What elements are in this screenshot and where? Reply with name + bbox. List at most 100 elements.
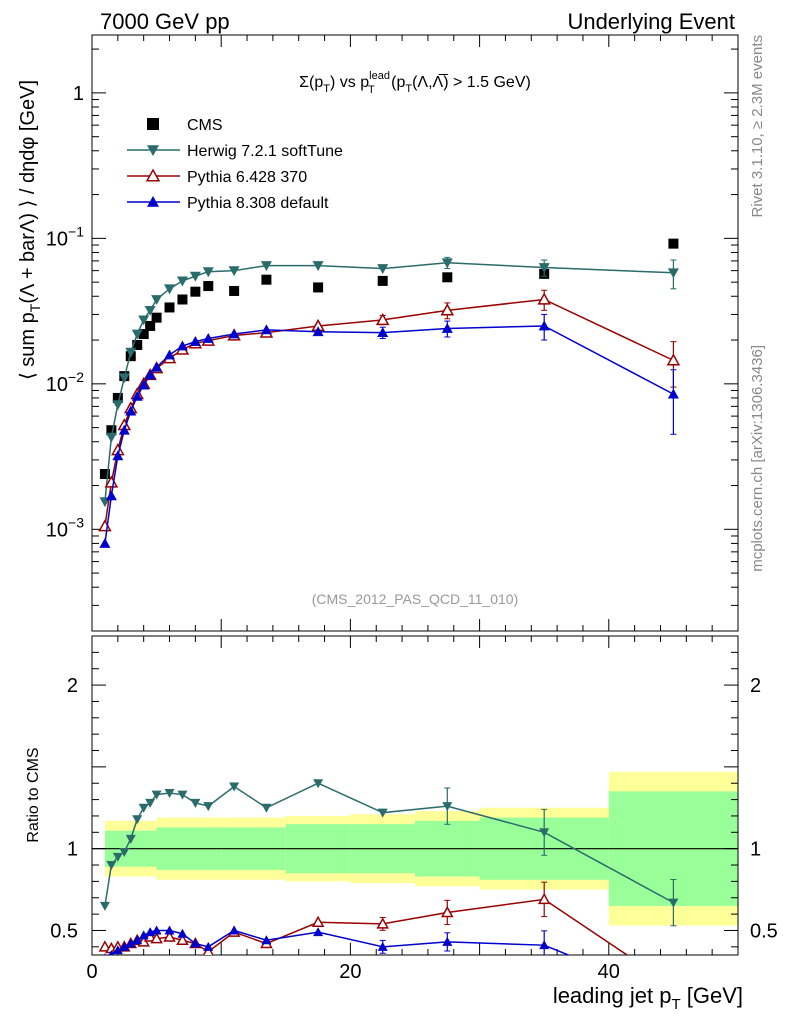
ratio-point-herwig-7-2-1-softtune [112,852,123,862]
analysis-label: (CMS_2012_PAS_QCD_11_010) [312,591,519,607]
y-tick-label-ratio-right: 1 [750,839,761,861]
ratio-point-herwig-7-2-1-softtune [229,782,240,792]
x-tick-label: 40 [598,961,620,983]
legend-label-cms: CMS [187,117,223,134]
side-label-top: Rivet 3.1.10, ≥ 2.3M events [749,35,766,218]
x-tick-label: 20 [339,961,361,983]
ratio-point-pythia-8-308-default [108,950,115,955]
x-label-unit: [GeV] [681,983,743,1008]
data-point-pythia-6-428-370 [98,519,112,532]
data-point-cms [313,282,324,293]
data-point-herwig-7-2-1-softtune [667,268,679,279]
data-point-pythia-8-308-default [260,324,272,335]
y-tick-label-ratio-left: 2 [67,675,78,697]
ratio-point-pythia-8-308-default [125,938,136,948]
data-point-herwig-7-2-1-softtune [144,305,156,316]
data-point-pythia-8-308-default [312,326,324,337]
chart-title: Σ(pT) vs plead T (pT(Λ,Λ̅) > 1.5 GeV) [299,70,531,96]
data-point-pythia-8-308-default [228,328,240,339]
y-tick-label-ratio-right: 2 [750,675,761,697]
header-left: 7000 GeV pp [100,9,230,34]
data-point-pythia-8-308-default [131,390,143,401]
ratio-point-herwig-7-2-1-softtune [151,790,162,800]
title-tail: (Λ,Λ̅) > 1.5 GeV) [412,73,531,91]
ratio-point-pythia-8-308-default [442,936,453,946]
data-point-pythia-8-308-default [441,323,453,333]
series-line-pythia-6-428-370 [104,298,674,527]
y-tick-label-main: 10−3 [46,514,84,541]
main-panel-frame [91,34,739,632]
data-point-herwig-7-2-1-softtune [189,271,201,282]
data-point-herwig-7-2-1-softtune [125,347,137,358]
main-series [98,238,681,548]
legend-marker-pythia-8-308-default [147,196,159,207]
ratio-point-pythia-8-308-default [313,927,324,937]
title-sub-t3: T [405,83,412,95]
data-point-herwig-7-2-1-softtune [118,373,130,384]
data-point-cms [99,469,110,480]
data-point-herwig-7-2-1-softtune [441,258,453,269]
ratio-point-pythia-8-308-default [539,940,550,950]
data-point-herwig-7-2-1-softtune [538,263,550,274]
ratio-point-pythia-8-308-default [103,953,106,955]
data-point-pythia-8-308-default [189,336,201,347]
data-point-cms [138,329,149,340]
legend-label-pythia-6-428-370: Pythia 6.428 370 [187,169,307,186]
data-point-pythia-8-308-default [112,450,124,461]
data-point-cms [132,339,143,350]
ratio-point-herwig-7-2-1-softtune [668,898,679,908]
data-point-pythia-8-308-default [105,490,117,501]
legend-label-herwig-7-2-1-softtune: Herwig 7.2.1 softTune [187,143,343,160]
y-tick-label-main: 1 [73,83,84,105]
title-sub-t: T [323,83,330,95]
ratio-point-pythia-6-428-370 [150,932,163,944]
ratio-point-pythia-8-308-default [138,930,149,940]
data-point-herwig-7-2-1-softtune [105,432,117,443]
ratio-point-pythia-8-308-default [229,925,240,935]
ratio-point-herwig-7-2-1-softtune [203,802,214,812]
ratio-point-pythia-8-308-default [377,941,388,951]
data-point-cms [106,425,117,436]
data-point-cms [442,272,453,283]
data-point-cms [668,238,679,249]
ratio-point-herwig-7-2-1-softtune [261,803,272,813]
data-point-pythia-8-308-default [176,340,188,351]
data-point-pythia-6-428-370 [440,303,455,316]
title-sup-lead: lead [369,70,390,82]
data-point-herwig-7-2-1-softtune [377,264,389,275]
data-point-pythia-8-308-default [538,320,550,331]
x-label-main: leading jet p [553,983,672,1008]
data-point-cms [261,274,272,285]
data-point-herwig-7-2-1-softtune [164,284,176,295]
ratio-point-herwig-7-2-1-softtune [125,834,136,844]
side-label-bottom: mcplots.cern.ch [arXiv:1306.3436] [749,345,766,572]
legend-label-pythia-8-308-default: Pythia 8.308 default [187,195,329,212]
data-point-pythia-8-308-default [202,332,214,343]
data-point-cms [177,294,188,305]
data-point-pythia-8-308-default [138,379,150,390]
ratio-point-pythia-8-308-default [151,925,162,935]
ratio-point-herwig-7-2-1-softtune [190,798,201,808]
ratio-point-pythia-6-428-370 [311,915,325,928]
title-sub-t2: T [368,84,375,96]
ratio-point-pythia-8-308-default [112,945,123,955]
data-point-herwig-7-2-1-softtune [202,267,214,278]
ratio-point-pythia-6-428-370 [176,933,189,946]
ratio-point-herwig-7-2-1-softtune [99,901,110,911]
x-axis-label: leading jet pT [GeV] [553,983,743,1013]
data-point-pythia-8-308-default [118,424,130,435]
axes: 0 20 40 10−3 10−2 10−1 1 0.5 0.5 1 1 2 2 [46,35,778,983]
ratio-point-pythia-8-308-default [203,941,214,951]
data-point-cms [229,285,240,296]
legend-marker-pythia-6-428-370 [145,168,161,182]
data-point-pythia-8-308-default [667,388,679,399]
y-tick-label-ratio-right: 0.5 [750,920,778,942]
ratio-panel-frame [91,635,739,956]
ratio-point-pythia-6-428-370 [202,945,214,955]
ratio-point-herwig-7-2-1-softtune [177,790,188,800]
series-line-herwig-7-2-1-softtune [104,261,674,502]
ratio-point-pythia-8-308-default [261,935,272,945]
ratio-point-pythia-6-428-370 [376,917,389,929]
data-point-cms [112,392,123,403]
